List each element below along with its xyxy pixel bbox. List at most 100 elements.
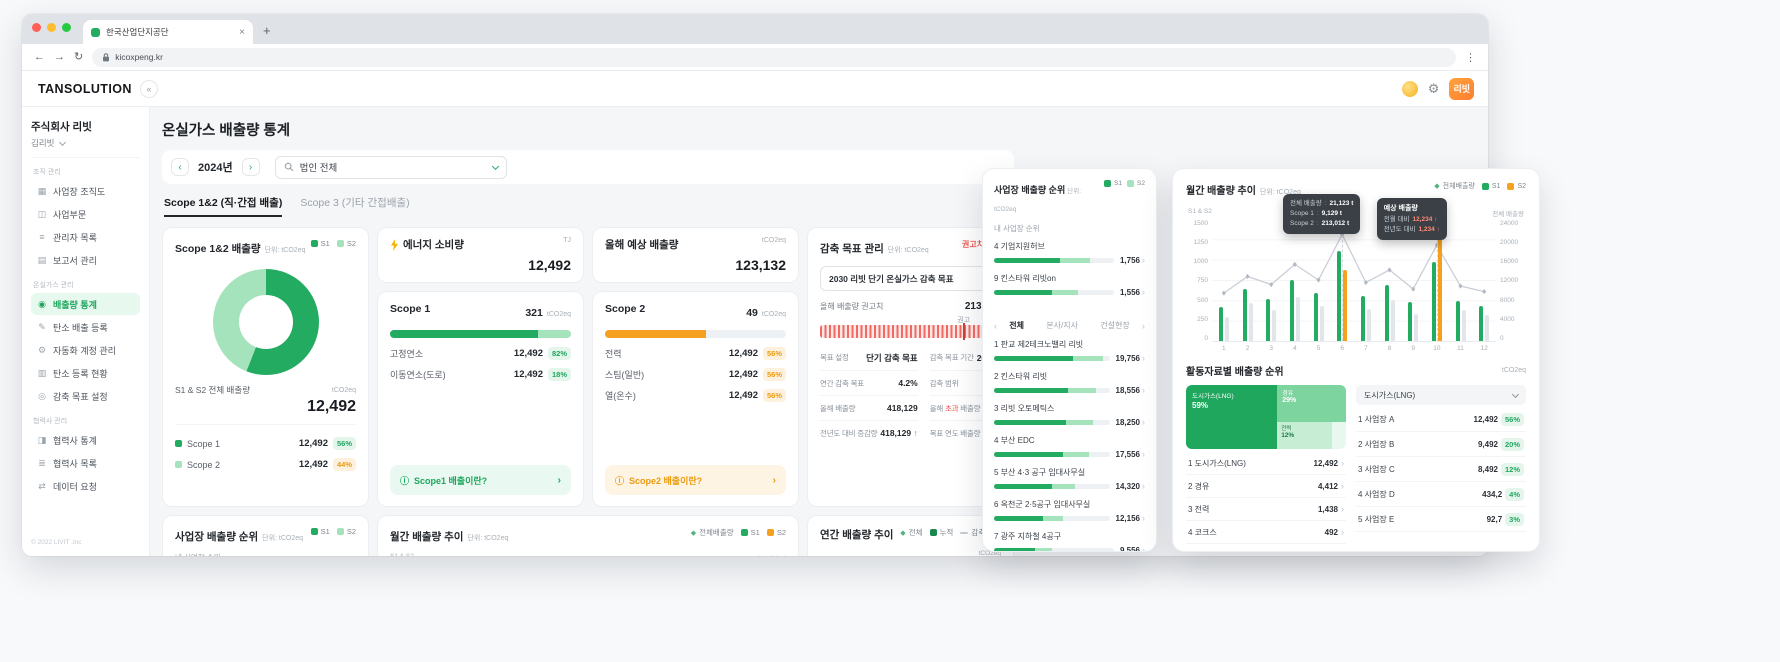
month-bar-group[interactable] xyxy=(1378,220,1402,341)
target-select[interactable]: 2030 리빗 단기 온실가스 감축 목표 xyxy=(820,266,1001,291)
month-bar-group[interactable] xyxy=(1307,220,1331,341)
minimize-window-icon[interactable] xyxy=(47,23,56,32)
refresh-icon[interactable]: ↻ xyxy=(74,50,84,63)
profile-badge[interactable]: 리빗 xyxy=(1449,77,1474,100)
site-rank-item[interactable]: 2 킨스타워 리빗 18,556 › xyxy=(994,372,1145,395)
percent-badge: 56% xyxy=(762,347,786,360)
site-share-item[interactable]: 1 사업장 A 12,492 56% xyxy=(1356,407,1526,432)
sidebar-item-label: 사업부문 xyxy=(53,209,87,220)
month-bar-group[interactable] xyxy=(1472,220,1496,341)
tabs-prev-icon[interactable]: ‹ xyxy=(994,320,997,331)
site-rank-item[interactable]: 5 부산 4·3 공구 임대사무실 14,320 › xyxy=(994,468,1145,491)
site-rank-item[interactable]: 7 광주 지하철 4공구 9,556 › xyxy=(994,527,1145,551)
user-menu[interactable]: 김리빗 xyxy=(31,137,140,158)
metric-row: 전력 12,492 56% xyxy=(605,343,786,364)
monthly-bar-line-chart: 1500 1250 1000 750 500 250 0 xyxy=(1186,194,1526,342)
site-share-item[interactable]: 5 사업장 E 92,7 3% xyxy=(1356,507,1526,532)
legend: ◆ 전체배출량 S1 S2 xyxy=(1434,182,1526,190)
stacked-bar xyxy=(994,387,1110,393)
site-rank-item[interactable]: 1 판교 제2테크노밸리 리빗 19,756 › xyxy=(994,340,1145,363)
sidebar-item[interactable]: ≡ 관리자 목록 xyxy=(31,226,140,248)
legend: S1 S2 xyxy=(1104,180,1145,187)
s1-bar xyxy=(1384,284,1389,341)
url-field[interactable]: kicoxpeng.kr xyxy=(92,47,1456,67)
month-bar-group[interactable] xyxy=(1401,220,1425,341)
page-tab[interactable]: Scope 3 (기타 간접배출) xyxy=(300,197,410,209)
site-rank-item[interactable]: 4 기업지원허브 1,756 › xyxy=(994,242,1145,265)
settings-gear-icon[interactable]: ⚙ xyxy=(1427,81,1440,96)
month-bar-group[interactable] xyxy=(1425,220,1449,341)
site-rank-item[interactable]: 3 리빗 오토메틱스 18,250 › xyxy=(994,404,1145,427)
back-icon[interactable]: ← xyxy=(34,50,45,63)
month-bar-group[interactable] xyxy=(1330,220,1354,341)
rank-tab[interactable]: 건설현장 xyxy=(1100,321,1130,330)
tabs-next-icon[interactable]: › xyxy=(1142,320,1145,331)
month-bar-group[interactable] xyxy=(1449,220,1473,341)
next-year-button[interactable]: › xyxy=(241,158,260,176)
s1-bar xyxy=(1242,289,1247,341)
tab-close-icon[interactable]: × xyxy=(239,26,245,38)
chevron-right-icon: › xyxy=(1142,481,1145,491)
sidebar-item[interactable]: ▥ 탄소 등록 현황 xyxy=(31,362,140,384)
rank-tab[interactable]: 전체 xyxy=(1009,321,1025,330)
percent-badge: 12% xyxy=(1500,462,1524,476)
fuel-rank-item[interactable]: 1 도시가스(LNG) 12,492 › xyxy=(1186,452,1346,475)
site-share-item[interactable]: 3 사업장 C 8,492 12% xyxy=(1356,457,1526,482)
diamond-marker-icon: ◆ xyxy=(900,529,906,537)
month-bar-group[interactable] xyxy=(1354,220,1378,341)
month-bar-group[interactable] xyxy=(1259,220,1283,341)
scope1-info-banner[interactable]: ⓘ Scope1 배출이란? › xyxy=(390,465,571,495)
app-header: TANSOLUTION « ⚙ 리빗 xyxy=(22,71,1488,107)
close-window-icon[interactable] xyxy=(32,23,41,32)
emoji-status-icon[interactable] xyxy=(1401,80,1418,97)
month-bar-group[interactable] xyxy=(1212,220,1236,341)
site-share-item[interactable]: 2 사업장 B 9,492 20% xyxy=(1356,432,1526,457)
energy-bolt-icon xyxy=(390,238,399,251)
treemap-block[interactable]: 도시가스(LNG) 59% xyxy=(1186,385,1278,449)
prev-year-button[interactable]: ‹ xyxy=(171,158,189,176)
chevron-right-icon: › xyxy=(1341,458,1344,468)
site-share-item[interactable]: 4 사업장 D 434,2 4% xyxy=(1356,482,1526,507)
chevron-right-icon: › xyxy=(1142,255,1145,265)
sidebar-item[interactable]: ✎ 탄소 배출 등록 xyxy=(31,316,140,338)
sidebar-item[interactable]: ▦ 사업장 조직도 xyxy=(31,180,140,202)
browser-menu-icon[interactable]: ⋮ xyxy=(1465,51,1476,64)
fuel-rank-item[interactable]: 3 전력 1,438 › xyxy=(1186,498,1346,521)
chevron-right-icon: › xyxy=(1341,481,1344,491)
new-tab-button[interactable]: + xyxy=(263,23,271,38)
maximize-window-icon[interactable] xyxy=(62,23,71,32)
s1-bar xyxy=(1479,305,1484,341)
rank-tab[interactable]: 본사/지사 xyxy=(1046,321,1078,330)
sidebar-collapse-button[interactable]: « xyxy=(140,80,158,98)
site-rank-item[interactable]: 6 옥천군 2·5공구 임대사무실 12,156 › xyxy=(994,500,1145,523)
page-tab[interactable]: Scope 1&2 (직·간접 배출) xyxy=(164,195,283,217)
scope12-donut-chart[interactable] xyxy=(212,269,319,375)
browser-tab[interactable]: 한국산업단지공단 × xyxy=(83,20,253,44)
fuel-rank-item[interactable]: 2 경유 4,412 › xyxy=(1186,475,1346,498)
month-bar-group[interactable] xyxy=(1236,220,1260,341)
treemap-block[interactable]: 경유 29% xyxy=(1277,385,1346,423)
fuel-select[interactable]: 도시가스(LNG) xyxy=(1356,385,1526,405)
sidebar-item[interactable]: ◎ 감축 목표 설정 xyxy=(31,385,140,407)
search-icon xyxy=(284,162,293,172)
sidebar-item[interactable]: ◫ 사업부문 xyxy=(31,203,140,225)
sidebar-item[interactable]: ≣ 협력사 목록 xyxy=(31,452,140,474)
sidebar-item[interactable]: ◨ 협력사 통계 xyxy=(31,429,140,451)
stacked-bar xyxy=(994,515,1110,521)
scope2-info-banner[interactable]: ⓘ Scope2 배출이란? › xyxy=(605,465,786,495)
chart-plot-area: 전체 배출량:21,123 t Scope 1:9,129 t Scope 2:21… xyxy=(1212,194,1496,342)
forward-icon[interactable]: → xyxy=(54,50,65,63)
site-rank-panel: 사업장 배출량 순위 단위: tCO2eq S1 S2 내 사업장 순위 4 기업… xyxy=(982,168,1157,552)
sidebar-item[interactable]: ⚙ 자동화 계정 관리 xyxy=(31,339,140,361)
site-rank-item[interactable]: 4 부산 EDC 17,556 › xyxy=(994,436,1145,459)
chevron-right-icon: › xyxy=(772,474,776,486)
corporation-filter-select[interactable]: 법인 전체 xyxy=(274,155,507,179)
sidebar-item[interactable]: ◉ 배출량 통계 xyxy=(31,293,140,315)
treemap-block[interactable]: 전력 12% xyxy=(1277,422,1333,449)
month-bar-group[interactable] xyxy=(1283,220,1307,341)
fuel-rank-item[interactable]: 4 코크스 492 › xyxy=(1186,521,1346,544)
sidebar-item[interactable]: ⇄ 데이터 요청 xyxy=(31,475,140,497)
site-rank-item[interactable]: 9 킨스타워 리빗on 1,556 › xyxy=(994,274,1145,297)
sidebar-item[interactable]: ▤ 보고서 관리 xyxy=(31,249,140,271)
